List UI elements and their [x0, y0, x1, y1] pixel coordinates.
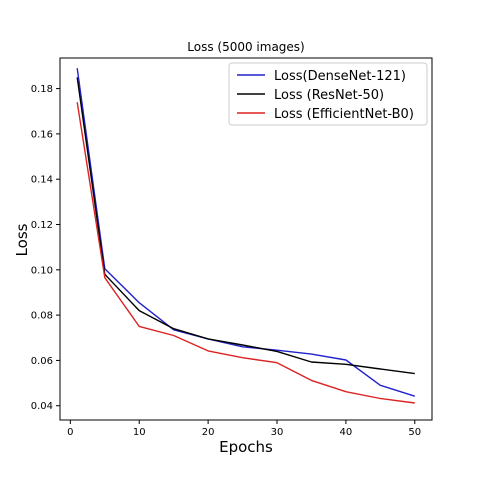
x-axis-title: Epochs	[219, 438, 273, 456]
series-line-3	[76, 102, 415, 404]
x-tick-label: 40	[340, 427, 353, 438]
y-axis-title: Loss	[13, 223, 31, 256]
legend: Loss(DenseNet-121) Loss (ResNet-50) Loss (…	[228, 62, 428, 126]
series-line-1	[76, 68, 416, 397]
legend-label-3: Loss (EfficientNet-B0)	[274, 107, 414, 122]
series-line-2	[76, 77, 415, 375]
x-tick-label: 30	[271, 427, 284, 438]
y-tick-label: 0.04	[31, 401, 53, 412]
plot-frame	[59, 57, 433, 421]
y-tick-label: 0.16	[31, 129, 53, 140]
series-layer	[76, 68, 416, 404]
y-tick-label: 0.06	[31, 356, 53, 367]
axes-layer: 0 10 20 30 40 50 0.04 0.06 0.08 0.10 0.12 0.14 0.16 0…	[31, 57, 433, 438]
legend-label-2: Loss (ResNet-50)	[274, 88, 384, 103]
x-tick-label: 10	[133, 427, 146, 438]
legend-label-1: Loss(DenseNet-121)	[274, 69, 406, 84]
chart-title: Loss (5000 images)	[187, 40, 304, 54]
y-tick-label: 0.10	[31, 265, 53, 276]
x-tick-label: 50	[408, 427, 421, 438]
x-tick-label: 20	[202, 427, 215, 438]
y-tick-label: 0.12	[31, 220, 53, 231]
legend-box	[228, 62, 428, 126]
x-tick-label: 0	[67, 427, 73, 438]
y-tick-label: 0.08	[31, 311, 53, 322]
y-tick-label: 0.14	[31, 175, 53, 186]
y-tick-label: 0.18	[31, 84, 53, 95]
